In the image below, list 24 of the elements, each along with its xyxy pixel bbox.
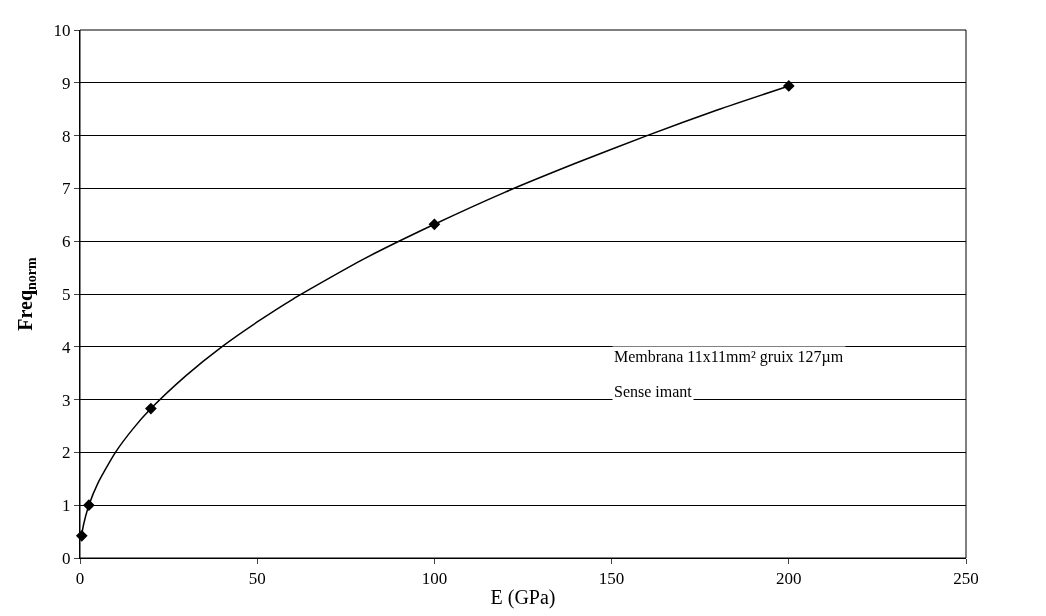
y-tick-label: 2: [62, 443, 71, 463]
x-tick-label: 0: [75, 569, 85, 589]
x-tick-label: 200: [776, 569, 802, 589]
x-tick-label: 150: [598, 569, 625, 589]
y-tick-label: 0: [62, 548, 71, 568]
x-tick-label: 100: [421, 569, 448, 589]
y-tick-label: 9: [62, 73, 71, 93]
y-tick-label: 5: [62, 284, 71, 304]
y-tick-label: 8: [62, 126, 71, 146]
x-tick-label: 250: [953, 569, 979, 589]
x-axis-title: E (GPa): [490, 585, 556, 609]
annotation: Sense imant: [614, 383, 693, 400]
y-tick-label: 6: [62, 232, 71, 252]
y-tick-label: 10: [53, 20, 71, 40]
point: [428, 218, 441, 231]
y-tick-label: 4: [62, 337, 72, 357]
y-tick-label: 3: [62, 390, 71, 410]
point: [782, 80, 795, 92]
point: [145, 402, 157, 415]
annotation: Membrana 11x11mm² gruix 127µm: [614, 348, 844, 366]
y-tick-label: 1: [62, 496, 71, 516]
x-tick-label: 50: [248, 569, 266, 589]
point: [83, 499, 95, 512]
y-tick-label: 7: [62, 179, 72, 199]
